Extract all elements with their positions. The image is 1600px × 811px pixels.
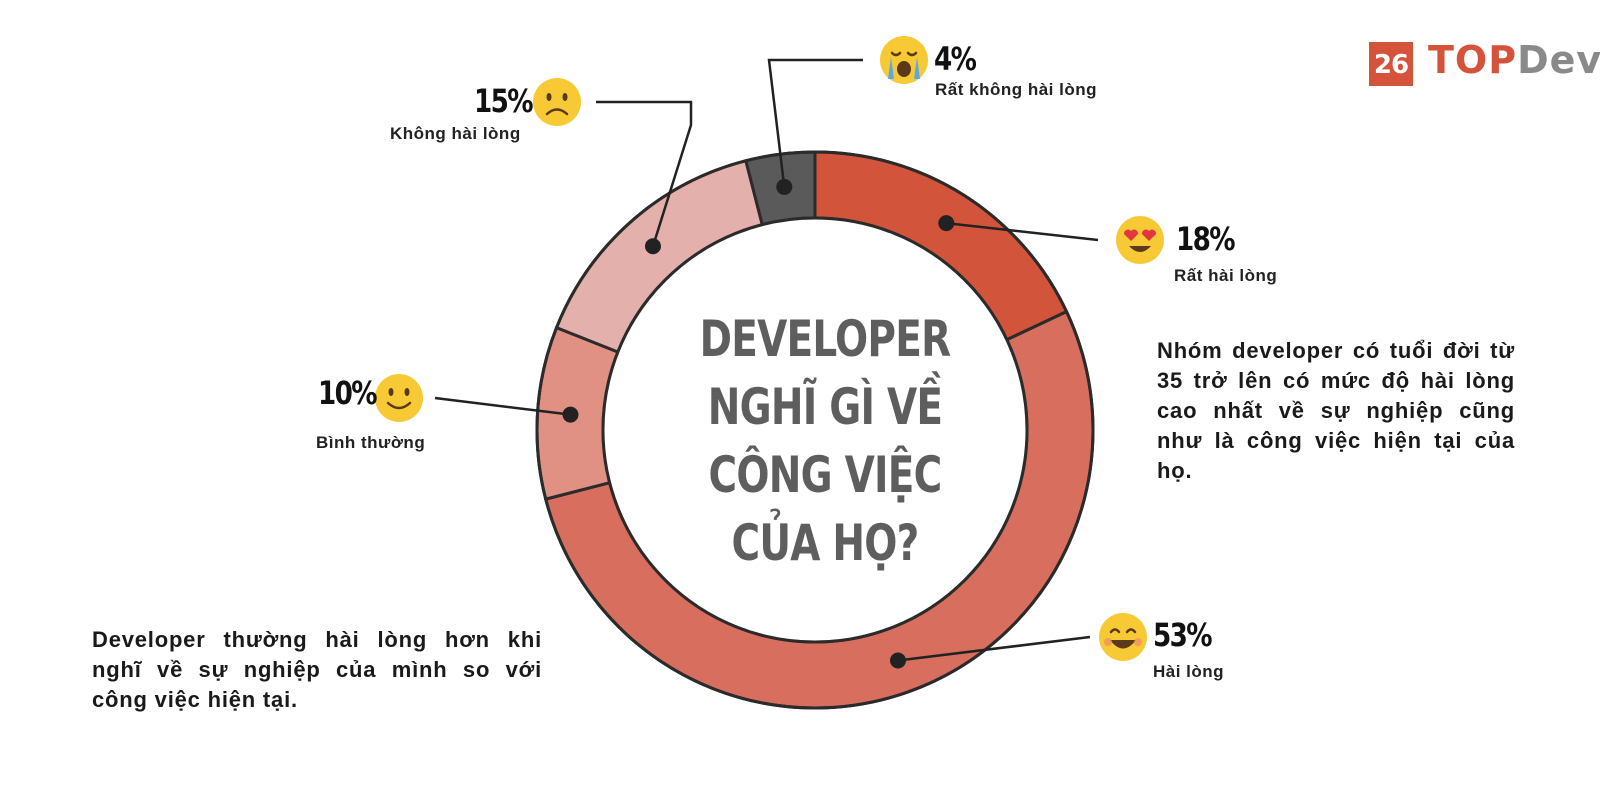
legend-label-hai-long: Hài lòng [1153, 662, 1225, 681]
leader-line-hai-long [897, 635, 1091, 662]
logo-text-top: TOP [1428, 38, 1518, 82]
leader-lines [434, 58, 1099, 669]
leader-dot-hai-long [889, 652, 906, 669]
chart-title: DEVELOPER NGHĨ GÌ VỀ CÔNG VIỆC CỦA HỌ? [681, 305, 970, 577]
leader-dot-rat-khong-hai-long [776, 178, 793, 195]
chart-title-line: NGHĨ GÌ VỀ [707, 378, 943, 436]
frown-icon [533, 78, 581, 126]
data-label-rat-hai-long: 18% [1176, 220, 1236, 258]
ring-outline-inner [601, 216, 1029, 644]
legend-label-binh-thuong: Bình thường [316, 433, 426, 452]
data-label-khong-hai-long: 15% [474, 82, 534, 120]
crying-icon [880, 36, 928, 84]
laughing-icon [1099, 613, 1147, 661]
leader-dot-rat-hai-long [938, 215, 955, 232]
chart-title-line: CÔNG VIỆC [708, 446, 943, 504]
donut-slices [535, 150, 1095, 710]
logo: TOPDev [1428, 38, 1600, 82]
leader-line-rat-hai-long [946, 221, 1099, 242]
chart-title-line: CỦA HỌ? [731, 514, 919, 572]
legend-label-khong-hai-long: Không hài lòng [390, 124, 521, 143]
data-label-binh-thuong: 10% [318, 374, 378, 412]
leader-dot-khong-hai-long [644, 238, 661, 255]
ring-outline-outer [535, 150, 1095, 710]
emoji-icons [375, 36, 1164, 661]
legend-label-rat-khong-hai-long: Rất không hài lòng [935, 80, 1097, 99]
logo-text-dev: Dev [1517, 38, 1600, 82]
leader-line-khong-hai-long [596, 100, 693, 247]
legend-label-rat-hai-long: Rất hài lòng [1174, 266, 1278, 285]
leader-line-binh-thuong [434, 396, 571, 416]
heart-eyes-icon [1116, 216, 1164, 264]
annotation-left: Developer thường hài lòng hơn khi nghĩ v… [92, 627, 542, 712]
data-label-rat-khong-hai-long: 4% [934, 40, 977, 78]
data-label-hai-long: 53% [1153, 616, 1213, 654]
annotation-right: Nhóm developer có tuổi đời từ 35 trở lên… [1157, 338, 1515, 483]
leader-line-rat-khong-hai-long [767, 58, 863, 188]
smile-icon [375, 374, 423, 422]
logo-badge: 26 [1369, 42, 1413, 86]
chart-title-line: DEVELOPER [699, 310, 951, 368]
leader-dot-binh-thuong [562, 406, 579, 423]
